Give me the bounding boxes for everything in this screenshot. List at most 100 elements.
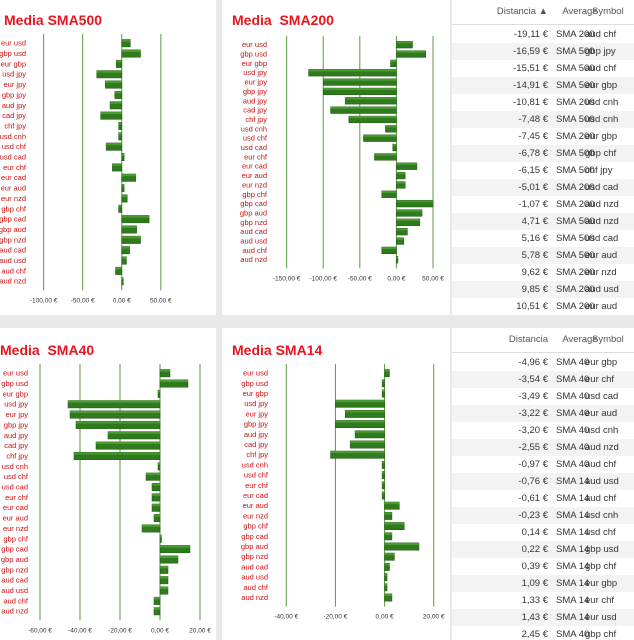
table-top: Distancia ▲ Average Symbol -19,11 € SMA 2…	[452, 0, 634, 315]
table-row[interactable]: -7,45 € SMA 200 eur gbp	[452, 128, 634, 145]
table-row[interactable]: 1,09 € SMA 14 eur gbp	[452, 575, 634, 592]
bar-highlight	[384, 542, 419, 546]
category-label: aud nzd	[240, 255, 267, 264]
tick-label: 20,00 €	[423, 614, 445, 621]
bar-highlight	[384, 522, 405, 525]
table-row[interactable]: -14,91 € SMA 500 eur gbp	[452, 77, 634, 94]
bar-highlight	[142, 524, 160, 527]
tick-label: 50,00 €	[422, 275, 444, 282]
table-row[interactable]: 4,71 € SMA 500 aud nzd	[452, 213, 634, 230]
bar-highlight	[160, 555, 178, 558]
table-row[interactable]: 0,14 € SMA 14 usd chf	[452, 524, 634, 541]
bar-highlight	[363, 134, 397, 137]
cell-distancia: -4,96 €	[518, 357, 548, 368]
table-row[interactable]: -3,54 € SMA 40 eur chf	[452, 371, 634, 388]
table-row[interactable]: -10,81 € SMA 200 usd cnh	[452, 94, 634, 111]
category-label: eur chf	[244, 152, 268, 161]
bar-highlight	[390, 60, 397, 63]
header-symbol-label-bottom[interactable]: Symbol	[592, 334, 624, 345]
table-row[interactable]: 2,45 € SMA 40 gbp chf	[452, 626, 634, 640]
table-row[interactable]: -16,59 € SMA 500 gbp jpy	[452, 43, 634, 60]
table-row[interactable]: -7,48 € SMA 500 usd cnh	[452, 111, 634, 128]
table-row[interactable]: 0,39 € SMA 14 gbp chf	[452, 558, 634, 575]
bar-highlight	[118, 122, 122, 125]
bar-highlight	[146, 472, 160, 476]
table-row[interactable]: -6,15 € SMA 500 chf jpy	[452, 162, 634, 179]
table-top-header: Distancia ▲ Average Symbol	[452, 0, 634, 25]
bar-highlight	[335, 420, 385, 423]
bar-highlight	[384, 583, 388, 586]
cell-distancia: -0,23 €	[518, 510, 548, 521]
table-row[interactable]: 10,51 € SMA 200 eur aud	[452, 298, 634, 315]
bar-highlight	[384, 563, 390, 566]
bar-highlight	[384, 573, 388, 576]
table-row[interactable]: 1,33 € SMA 14 eur chf	[452, 592, 634, 609]
table-row[interactable]: 1,43 € SMA 14 eur usd	[452, 609, 634, 626]
category-label: eur gbp	[243, 389, 268, 398]
chart-panel-sma40: Media SMA40 -60,00 € -40,00 € -20,00 € 0,00…	[0, 328, 216, 640]
category-label: usd cnh	[2, 462, 28, 471]
table-row[interactable]: 5,78 € SMA 500 eur aud	[452, 247, 634, 264]
category-label: eur nzd	[242, 180, 267, 189]
header-average-label-bottom[interactable]: Average	[562, 334, 598, 345]
cell-average: SMA 14	[556, 561, 590, 572]
table-row[interactable]: -15,51 € SMA 500 aud chf	[452, 60, 634, 77]
table-row[interactable]: -6,78 € SMA 500 gbp chf	[452, 145, 634, 162]
table-row[interactable]: 9,62 € SMA 200 eur nzd	[452, 264, 634, 281]
cell-average: SMA 200	[556, 199, 595, 210]
cell-distancia: -1,07 €	[518, 199, 548, 210]
cell-average: SMA 40	[556, 459, 590, 470]
cell-distancia: 1,33 €	[521, 595, 548, 606]
category-label: aud nzd	[241, 593, 268, 602]
header-symbol-label[interactable]: Symbol	[592, 6, 624, 17]
table-row[interactable]: -0,76 € SMA 14 aud usd	[452, 473, 634, 490]
category-label: aud cad	[241, 562, 268, 571]
bar-highlight	[345, 410, 385, 413]
table-row[interactable]: -3,22 € SMA 40 eur aud	[452, 405, 634, 422]
cell-distancia: -5,01 €	[518, 182, 548, 193]
sort-distancia-header[interactable]: Distancia ▲	[452, 0, 548, 24]
cell-average: SMA 14	[556, 510, 590, 521]
table-row[interactable]: -2,55 € SMA 40 aud nzd	[452, 439, 634, 456]
table-row[interactable]: 0,22 € SMA 14 gbp usd	[452, 541, 634, 558]
table-row[interactable]: -19,11 € SMA 200 aud chf	[452, 26, 634, 43]
table-row[interactable]: -0,97 € SMA 40 aud chf	[452, 456, 634, 473]
bar	[384, 522, 405, 531]
bar-highlight	[158, 462, 160, 465]
bar-highlight	[152, 503, 160, 507]
table-row[interactable]: -3,49 € SMA 40 usd cad	[452, 388, 634, 405]
table-row[interactable]: -1,07 € SMA 200 aud nzd	[452, 196, 634, 213]
bar-highlight	[121, 173, 136, 177]
bar-highlight	[160, 369, 170, 372]
header-dist-label-bottom[interactable]: Distancia	[508, 334, 548, 345]
category-label: gbp chf	[3, 534, 29, 543]
cell-distancia: 2,45 €	[521, 629, 548, 640]
category-label: gbp chf	[243, 522, 269, 531]
bar-highlight	[308, 69, 397, 72]
cell-symbol: aud usd	[585, 284, 619, 295]
header-average-label[interactable]: Average	[562, 6, 598, 17]
bar-highlight	[154, 607, 160, 610]
cell-distancia: -10,81 €	[513, 97, 548, 108]
category-label: aud jpy	[2, 101, 26, 110]
category-label: aud cad	[1, 576, 28, 585]
sort-up-icon: ▲	[538, 6, 548, 17]
category-label: aud jpy	[243, 96, 267, 105]
table-row[interactable]: -3,20 € SMA 40 usd cnh	[452, 422, 634, 439]
table-row[interactable]: 5,16 € SMA 500 usd cad	[452, 230, 634, 247]
bar-highlight	[112, 163, 122, 166]
category-label: eur gbp	[3, 389, 28, 398]
bar-highlight	[382, 461, 385, 464]
bar-highlight	[381, 247, 397, 250]
category-label: eur gbp	[242, 59, 267, 68]
cell-symbol: aud usd	[585, 476, 619, 487]
table-row[interactable]: 9,85 € SMA 200 aud usd	[452, 281, 634, 298]
cell-symbol: eur chf	[585, 374, 615, 385]
table-row[interactable]: -5,01 € SMA 200 usd cad	[452, 179, 634, 196]
bar-highlight	[68, 400, 160, 403]
cell-average: SMA 14	[556, 595, 590, 606]
bar	[157, 389, 161, 398]
table-row[interactable]: -0,23 € SMA 14 usd cnh	[452, 507, 634, 524]
table-row[interactable]: -4,96 € SMA 40 eur gbp	[452, 354, 634, 371]
table-row[interactable]: -0,61 € SMA 14 aud chf	[452, 490, 634, 507]
